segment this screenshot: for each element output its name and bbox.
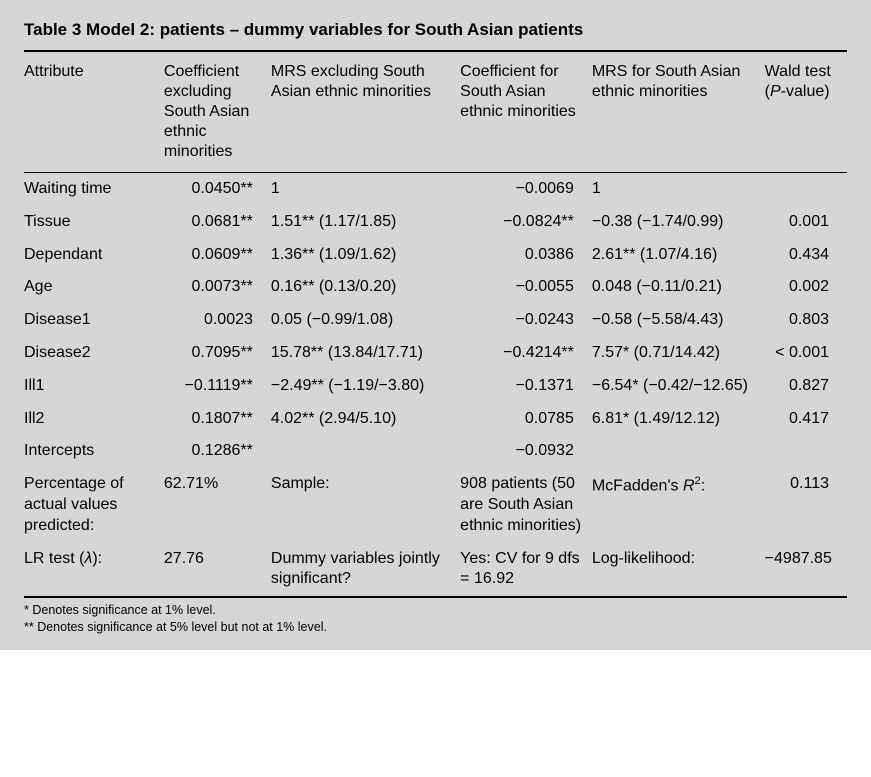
cell-coef-ex: 0.7095** — [164, 337, 271, 370]
cell-coef-ex: −0.1119** — [164, 370, 271, 403]
cell-wald: 0.002 — [765, 271, 847, 304]
table-row: Disease10.00230.05 (−0.99/1.08)−0.0243−0… — [24, 304, 847, 337]
cell-mrs-ex: 15.78** (13.84/17.71) — [271, 337, 460, 370]
summary-label-loglik: Log-likelihood: — [592, 543, 765, 597]
cell-coef-ex: 0.0073** — [164, 271, 271, 304]
cell-attribute: Ill2 — [24, 403, 164, 436]
cell-coef-ex: 0.1286** — [164, 435, 271, 468]
cell-mrs-ex: 4.02** (2.94/5.10) — [271, 403, 460, 436]
footnote-1: * Denotes significance at 1% level. — [24, 602, 847, 619]
cell-mrs-ex: −2.49** (−1.19/−3.80) — [271, 370, 460, 403]
cell-attribute: Waiting time — [24, 173, 164, 206]
cell-wald: 0.417 — [765, 403, 847, 436]
cell-mrs-sa: 1 — [592, 173, 765, 206]
cell-mrs-ex: 1 — [271, 173, 460, 206]
header-row: Attribute Coefficient excluding South As… — [24, 52, 847, 172]
footnotes: * Denotes significance at 1% level. ** D… — [24, 598, 847, 636]
cell-coef-sa: −0.0824** — [460, 206, 592, 239]
cell-wald — [765, 173, 847, 206]
col-mrs-ex: MRS excluding South Asian ethnic minorit… — [271, 52, 460, 172]
cell-coef-sa: −0.0055 — [460, 271, 592, 304]
table-row: Intercepts0.1286** −0.0932 — [24, 435, 847, 468]
cell-mrs-ex: 0.05 (−0.99/1.08) — [271, 304, 460, 337]
summary-row-2: LR test (λ): 27.76 Dummy variables joint… — [24, 543, 847, 597]
summary-label-sample: Sample: — [271, 468, 460, 542]
cell-mrs-sa: −6.54* (−0.42/−12.65) — [592, 370, 765, 403]
cell-coef-ex: 0.0609** — [164, 239, 271, 272]
summary-label-dummy: Dummy variables jointly significant? — [271, 543, 460, 597]
cell-coef-sa: 0.0386 — [460, 239, 592, 272]
summary-value-loglik: −4987.85 — [765, 543, 847, 597]
data-table-body: Waiting time0.0450**1−0.00691Tissue0.068… — [24, 173, 847, 596]
cell-mrs-ex: 0.16** (0.13/0.20) — [271, 271, 460, 304]
cell-mrs-ex: 1.51** (1.17/1.85) — [271, 206, 460, 239]
cell-mrs-sa: −0.38 (−1.74/0.99) — [592, 206, 765, 239]
cell-attribute: Disease1 — [24, 304, 164, 337]
col-coef-ex: Coefficient excluding South Asian ethnic… — [164, 52, 271, 172]
cell-coef-sa: −0.0069 — [460, 173, 592, 206]
footnote-2: ** Denotes significance at 5% level but … — [24, 619, 847, 636]
cell-mrs-sa: 0.048 (−0.11/0.21) — [592, 271, 765, 304]
table-row: Ill20.1807**4.02** (2.94/5.10)0.07856.81… — [24, 403, 847, 436]
summary-value-lr: 27.76 — [164, 543, 271, 597]
cell-coef-sa: 0.0785 — [460, 403, 592, 436]
cell-coef-sa: −0.0243 — [460, 304, 592, 337]
cell-coef-ex: 0.0681** — [164, 206, 271, 239]
cell-attribute: Dependant — [24, 239, 164, 272]
table-row: Waiting time0.0450**1−0.00691 — [24, 173, 847, 206]
table-caption: Table 3 Model 2: patients – dummy variab… — [24, 20, 847, 50]
summary-label-predicted: Percentage of actual values predicted: — [24, 468, 164, 542]
cell-mrs-ex: 1.36** (1.09/1.62) — [271, 239, 460, 272]
col-coef-sa: Coefficient for South Asian ethnic minor… — [460, 52, 592, 172]
cell-attribute: Age — [24, 271, 164, 304]
cell-attribute: Intercepts — [24, 435, 164, 468]
table-row: Dependant0.0609**1.36** (1.09/1.62)0.038… — [24, 239, 847, 272]
summary-value-predicted: 62.71% — [164, 468, 271, 542]
cell-mrs-sa: 6.81* (1.49/12.12) — [592, 403, 765, 436]
summary-row-1: Percentage of actual values predicted: 6… — [24, 468, 847, 542]
cell-wald: 0.001 — [765, 206, 847, 239]
cell-attribute: Tissue — [24, 206, 164, 239]
summary-value-dummy: Yes: CV for 9 dfs = 16.92 — [460, 543, 592, 597]
cell-attribute: Disease2 — [24, 337, 164, 370]
table-row: Ill1−0.1119**−2.49** (−1.19/−3.80)−0.137… — [24, 370, 847, 403]
data-table: Attribute Coefficient excluding South As… — [24, 52, 847, 172]
summary-label-mcfadden: McFadden's R2: — [592, 468, 765, 542]
cell-coef-sa: −0.4214** — [460, 337, 592, 370]
cell-mrs-ex — [271, 435, 460, 468]
summary-label-lr: LR test (λ): — [24, 543, 164, 597]
caption-text: Model 2: patients – dummy variables for … — [81, 20, 583, 39]
table-row: Disease20.7095**15.78** (13.84/17.71)−0.… — [24, 337, 847, 370]
cell-attribute: Ill1 — [24, 370, 164, 403]
cell-mrs-sa: −0.58 (−5.58/4.43) — [592, 304, 765, 337]
cell-coef-sa: −0.1371 — [460, 370, 592, 403]
cell-coef-ex: 0.0450** — [164, 173, 271, 206]
cell-wald: 0.434 — [765, 239, 847, 272]
cell-coef-ex: 0.1807** — [164, 403, 271, 436]
col-wald: Wald test (P-value) — [765, 52, 847, 172]
cell-wald: 0.827 — [765, 370, 847, 403]
col-attribute: Attribute — [24, 52, 164, 172]
cell-coef-sa: −0.0932 — [460, 435, 592, 468]
cell-wald: 0.803 — [765, 304, 847, 337]
cell-mrs-sa: 7.57* (0.71/14.42) — [592, 337, 765, 370]
cell-coef-ex: 0.0023 — [164, 304, 271, 337]
summary-value-sample: 908 patients (50 are South Asian ethnic … — [460, 468, 592, 542]
cell-mrs-sa — [592, 435, 765, 468]
summary-value-mcfadden: 0.113 — [765, 468, 847, 542]
cell-wald: < 0.001 — [765, 337, 847, 370]
col-mrs-sa: MRS for South Asian ethnic minorities — [592, 52, 765, 172]
table-row: Age0.0073**0.16** (0.13/0.20)−0.00550.04… — [24, 271, 847, 304]
cell-wald — [765, 435, 847, 468]
table-panel: Table 3 Model 2: patients – dummy variab… — [0, 0, 871, 650]
caption-number: Table 3 — [24, 20, 81, 39]
cell-mrs-sa: 2.61** (1.07/4.16) — [592, 239, 765, 272]
table-row: Tissue0.0681**1.51** (1.17/1.85)−0.0824*… — [24, 206, 847, 239]
